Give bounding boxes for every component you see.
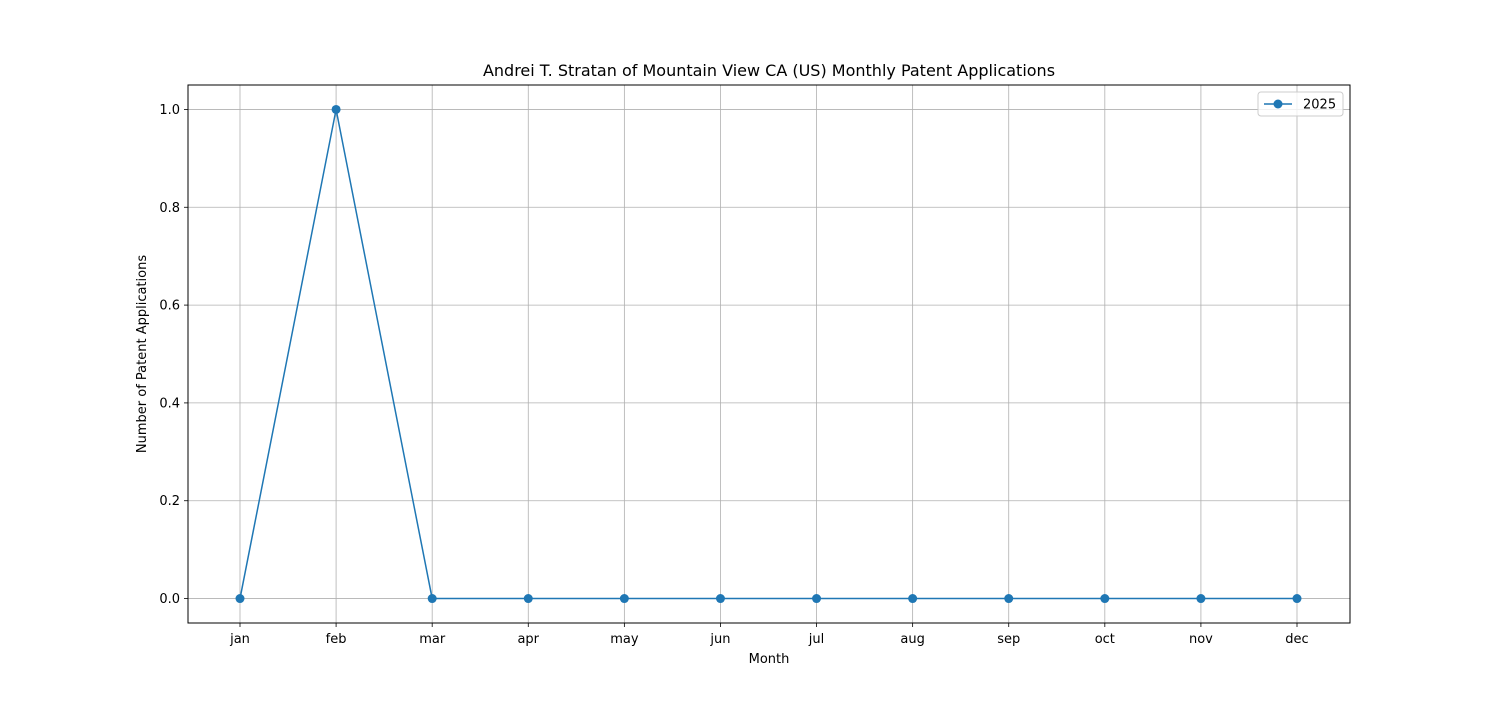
x-axis-label: Month (749, 652, 790, 667)
x-tick-label: jan (229, 632, 250, 647)
legend: 2025 (1258, 92, 1343, 116)
x-tick-label: may (610, 632, 639, 647)
x-tick-label: apr (517, 632, 539, 647)
y-axis-label: Number of Patent Applications (135, 255, 150, 453)
data-point (332, 105, 341, 114)
data-point (620, 594, 629, 603)
data-point (716, 594, 725, 603)
plot-area-frame (188, 85, 1350, 623)
data-point (908, 594, 917, 603)
x-tick-label: jun (709, 632, 730, 647)
x-tick-label: mar (419, 632, 446, 647)
chart-title: Andrei T. Stratan of Mountain View CA (U… (483, 61, 1055, 80)
legend-series-label: 2025 (1303, 98, 1336, 113)
x-axis-ticks: jan feb mar apr may jun jul aug sep oct nov dec (229, 623, 1309, 647)
y-tick-label: 0.0 (159, 592, 180, 607)
y-tick-label: 0.6 (159, 299, 180, 314)
data-point (236, 594, 245, 603)
data-point (524, 594, 533, 603)
y-axis-ticks: 0.0 0.2 0.4 0.6 0.8 1.0 (159, 103, 188, 607)
x-tick-label: sep (997, 632, 1020, 647)
data-point (1196, 594, 1205, 603)
x-tick-label: jul (808, 632, 824, 647)
series-layer (236, 105, 1302, 603)
data-point (428, 594, 437, 603)
legend-series-marker (1274, 100, 1283, 109)
data-point (1100, 594, 1109, 603)
x-tick-label: feb (326, 632, 347, 647)
y-tick-label: 0.8 (159, 201, 180, 216)
grid-lines (188, 85, 1350, 623)
x-tick-label: nov (1189, 632, 1213, 647)
y-tick-label: 0.4 (159, 396, 180, 411)
x-tick-label: dec (1285, 632, 1308, 647)
x-tick-label: oct (1095, 632, 1115, 647)
data-point (1293, 594, 1302, 603)
y-tick-label: 1.0 (159, 103, 180, 118)
x-tick-label: aug (900, 632, 924, 647)
data-point (1004, 594, 1013, 603)
y-tick-label: 0.2 (159, 494, 180, 509)
data-point (812, 594, 821, 603)
series-line (240, 109, 1297, 598)
